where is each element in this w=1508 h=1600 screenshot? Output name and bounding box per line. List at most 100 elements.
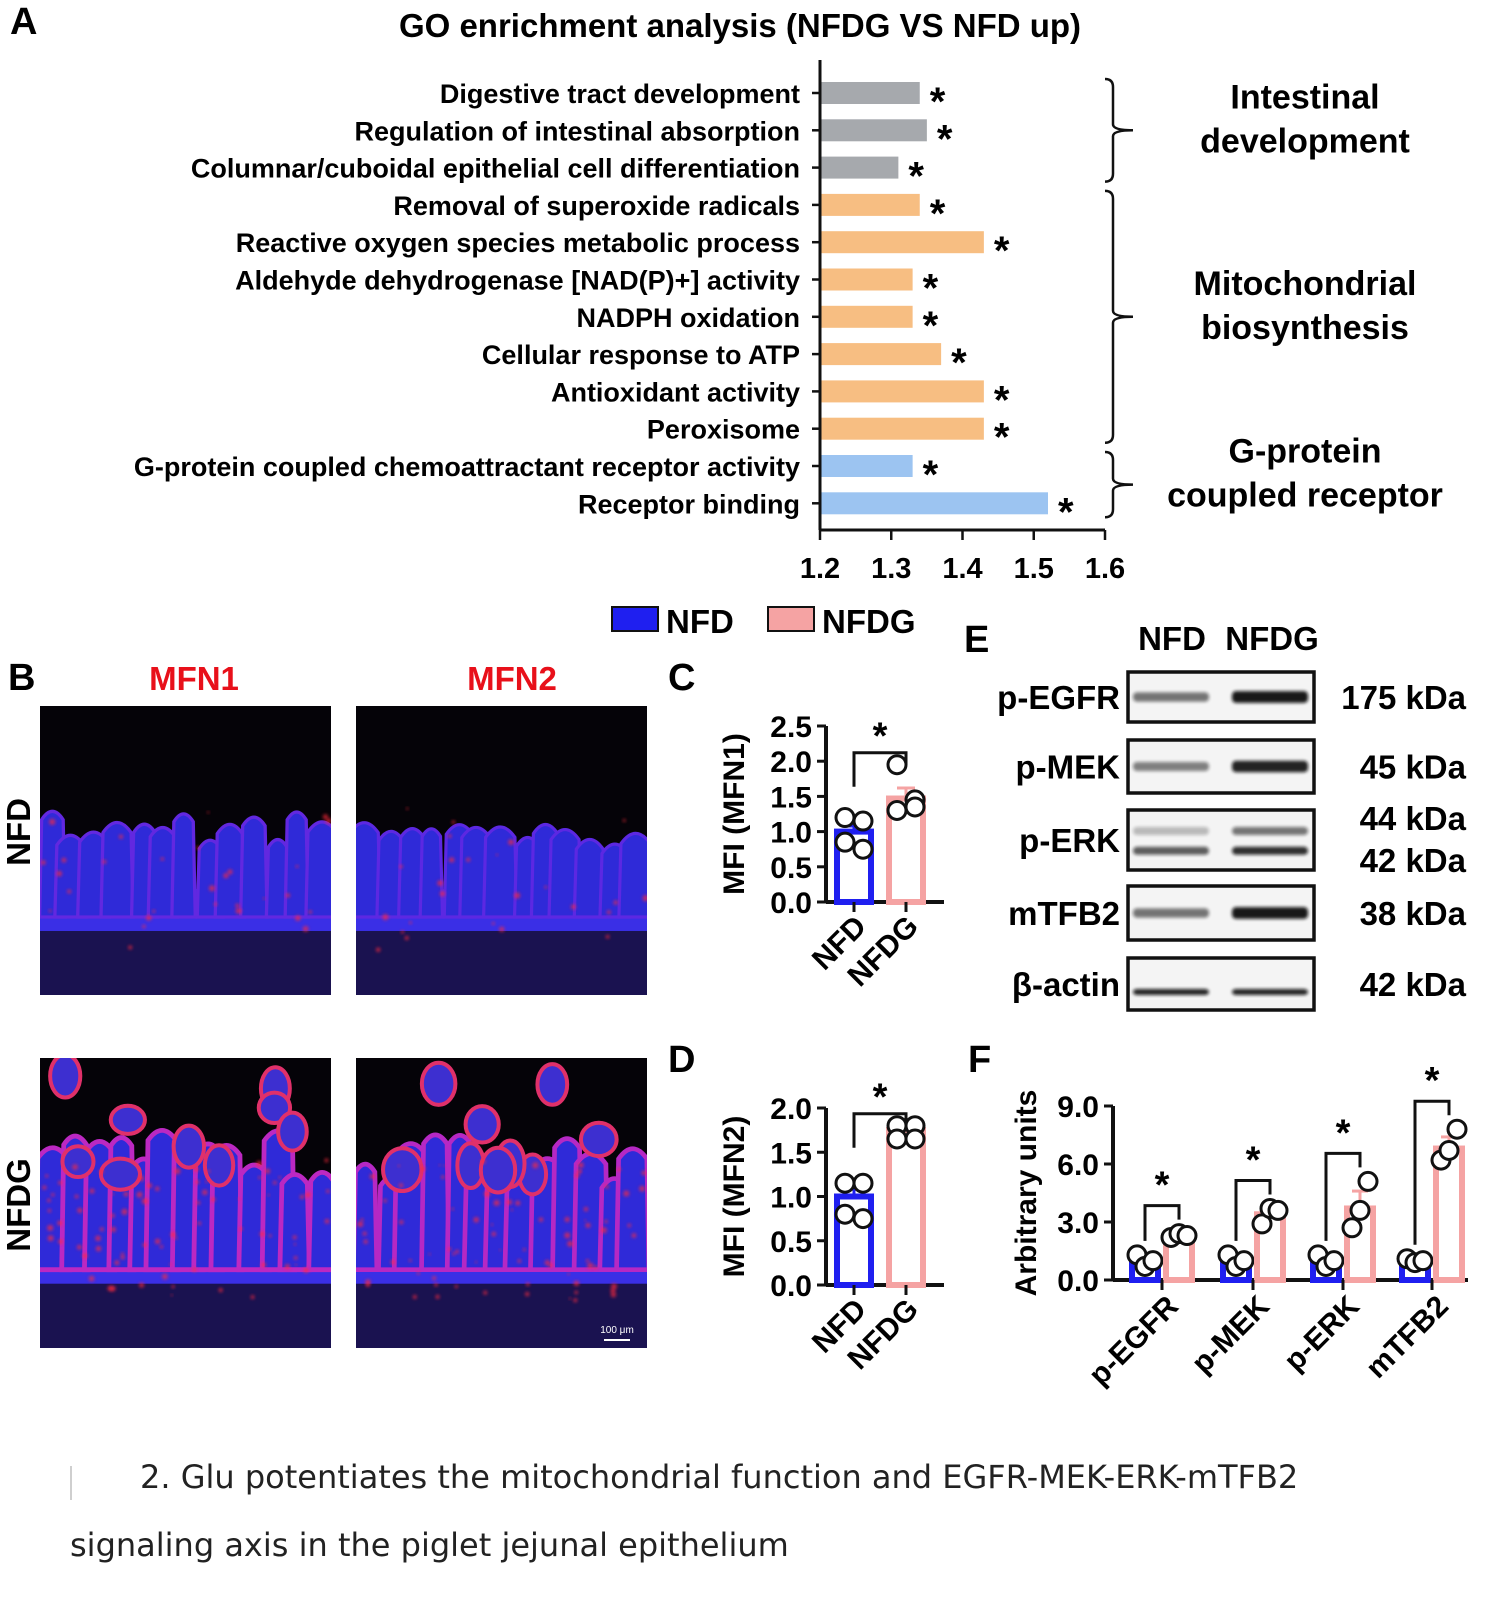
fluorescence-speckle [294,1263,298,1266]
fluorescence-speckle [435,1294,440,1299]
x-tick-label-mtfb2: mTFB2 [1360,1290,1455,1385]
fluorescence-speckle [295,915,301,921]
fluorescence-speckle [77,1207,83,1214]
fluorescence-speckle [613,900,618,905]
go-bar-columnar-cuboidal-epithelial-cell-differentiation [821,156,899,179]
fluorescence-speckle [416,1271,420,1275]
fluorescence-speckle [169,1263,172,1266]
panel-a-letter: A [10,1,37,43]
fluorescence-speckle [484,1190,491,1197]
fluorescence-speckle [428,1253,431,1256]
fluorescence-speckle [631,1233,637,1238]
panel-b-micrographs [40,706,647,1348]
data-point [1341,1217,1363,1239]
blot-frame-p-erk [1126,808,1316,872]
significance-star: * [994,416,1010,460]
fluorescence-speckle [570,904,576,910]
fluorescence-speckle [439,890,446,897]
caption-line-1: 2. Glu potentiates the mitochondrial fun… [140,1458,1299,1496]
fluorescence-speckle [207,1169,211,1173]
fluorescence-speckle [110,1226,117,1233]
fluorescence-speckle [193,1166,200,1172]
fluorescence-speckle [174,1168,181,1175]
fluorescence-speckle [195,1180,200,1185]
fluorescence-speckle [564,1232,571,1239]
villus [617,831,647,919]
panel-e-letter: E [964,619,989,661]
fluorescence-speckle [382,914,389,921]
data-point [852,1208,874,1230]
villus [170,812,197,919]
go-bar-reactive-oxygen-species-metabolic-process [821,231,984,254]
fluorescence-speckle [40,860,46,865]
go-term-label: Aldehyde dehydrogenase [NAD(P)+] activit… [235,266,800,296]
significance-star: * [951,341,967,385]
fluorescence-speckle [155,1186,160,1191]
go-bar-antioxidant-activity [821,380,984,403]
fluorescence-speckle [293,1256,298,1260]
data-point [886,1128,908,1150]
legend-swatch-nfdg [767,606,815,632]
submucosa-band [40,1281,331,1348]
villus [306,1170,331,1273]
fluorescence-speckle [118,834,124,839]
x-tick-label: 1.6 [1085,553,1125,585]
fluorescence-speckle [532,1162,539,1169]
blot-band [1133,762,1209,771]
fluorescence-speckle [574,1290,579,1295]
fluorescence-speckle [447,1247,452,1251]
blot-frame-actin [1126,956,1316,1012]
data-point [852,1172,874,1194]
villus-cross-section [535,1062,570,1107]
go-bar-peroxisome [821,417,984,440]
fluorescence-speckle [58,1239,63,1245]
blot-label-p-erk: p-ERK [1019,822,1120,859]
fluorescence-speckle [120,1252,125,1256]
kda-label: 45 kDa [1360,749,1467,786]
fluorescence-speckle [284,1263,291,1270]
fluorescence-speckle [360,1218,364,1222]
fluorescence-speckle [574,1173,580,1178]
y-tick-label: 0.5 [770,1226,812,1259]
fluorescence-speckle [197,1221,202,1226]
fluorescence-speckle [292,1235,297,1240]
x-tick-label: 1.2 [800,553,840,585]
blot-band [1232,907,1308,919]
panel-a: A GO enrichment analysis (NFDG VS NFD up… [10,1,1443,585]
fluorescence-speckle [123,1191,129,1197]
panel-e: E NFD NFDG p-EGFR 175 kDa p-MEK 45 kDa p-ERK… [964,619,1467,1012]
fluorescence-speckle [267,1194,270,1197]
fluorescence-speckle [623,1190,630,1197]
kda-label: 175 kDa [1341,679,1466,716]
micrograph-tile [356,706,647,995]
fluorescence-speckle [455,1249,460,1254]
fluorescence-speckle [107,1285,113,1292]
fluorescence-speckle [491,921,495,925]
villus-cross-section [419,1060,458,1107]
fluorescence-speckle [262,897,266,900]
panel-b-row-label-nfd: NFD [0,798,37,866]
fluorescence-speckle [293,1242,297,1246]
data-point [1446,1118,1468,1140]
significance-bracket [852,1112,908,1148]
fluorescence-speckle [72,1164,78,1170]
fluorescence-speckle [587,1262,594,1269]
panel-e-col-label-nfdg: NFDG [1225,620,1319,657]
panel-a-x-ticks: 1.2 1.3 1.4 1.5 1.6 [800,530,1125,585]
fluorescence-speckle [622,818,626,822]
fluorescence-speckle [202,1189,208,1196]
fluorescence-speckle [89,1188,95,1194]
fluorescence-speckle [363,1239,368,1244]
fluorescence-speckle [99,1169,104,1175]
fluorescence-speckle [610,1292,617,1298]
submucosa-band [356,928,647,995]
fluorescence-speckle [506,1199,513,1205]
fluorescence-speckle [369,1173,376,1180]
fluorescence-speckle [398,1183,404,1188]
villus [356,1161,380,1273]
go-term-label: Regulation of intestinal absorption [355,116,801,146]
group-label-coupled-receptor: coupled receptor [1167,477,1443,515]
go-term-label: Columnar/cuboidal epithelial cell differ… [191,154,800,184]
fluorescence-speckle [573,1280,580,1287]
